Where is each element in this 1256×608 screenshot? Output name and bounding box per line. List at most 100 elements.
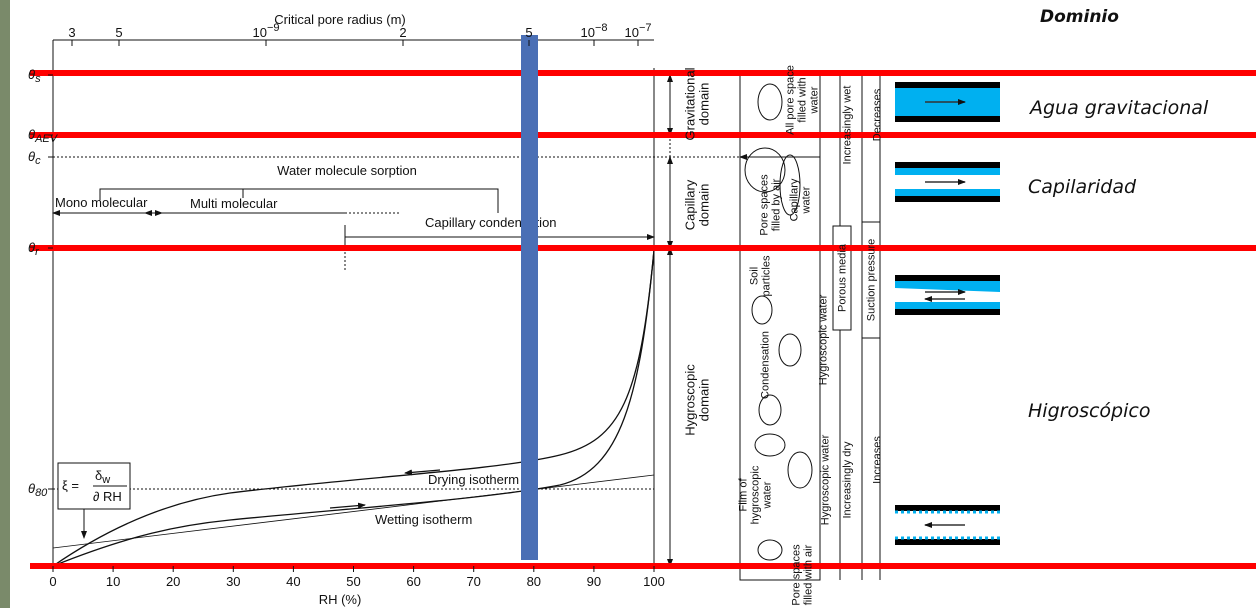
soil-label-line: Decreases [872, 88, 884, 141]
soil-label: Soilparticles [749, 255, 773, 296]
x-tick-label: 0 [49, 574, 56, 589]
drying-label: Drying isotherm [428, 472, 519, 487]
top-tick-label: 5 [525, 25, 532, 40]
wetting-label: Wetting isotherm [375, 512, 472, 527]
formula-denominator: ∂ RH [93, 489, 122, 504]
spanish-label: Capilaridad [1028, 176, 1137, 198]
domain-label-line: Hygroscopic [682, 364, 697, 436]
background-photo-edge [0, 0, 10, 608]
domain-label: Hygroscopicdomain [682, 364, 711, 436]
soil-label-line: Pore spaces [791, 544, 803, 606]
pipe-icons [895, 82, 1000, 545]
tick-base: 5 [115, 25, 122, 40]
soil-label-line: Hygroscopic water [820, 434, 832, 525]
soil-label-line: hygroscopic [750, 465, 762, 524]
tick-base: 10 [624, 25, 638, 40]
x-tick-label: 40 [286, 574, 300, 589]
soil-label-line: filled by air [771, 178, 783, 231]
y-label-base: θ [28, 127, 35, 142]
soil-label-line: Pore spaces [759, 174, 771, 236]
num: δ [95, 468, 102, 483]
soil-label: Porous media [837, 243, 849, 312]
soil-label-line: Film of [738, 478, 750, 512]
x-tick-label: 60 [406, 574, 420, 589]
soil-label: Increases [872, 436, 884, 484]
soil-label-line: Soil [749, 267, 761, 285]
tick-base: 10 [252, 25, 266, 40]
x-tick-label: 70 [466, 574, 480, 589]
num-sub: w [101, 474, 110, 486]
tick-base: 10 [580, 25, 594, 40]
y-label-sub: s [35, 73, 41, 85]
x-tick-label: 30 [226, 574, 240, 589]
y-label-base: θ [28, 240, 35, 255]
red-lines [30, 70, 1256, 569]
y-label-base: θ [28, 481, 35, 496]
soil-label-line: water [801, 186, 813, 214]
tick-base: 5 [525, 25, 532, 40]
formula-lhs: ξ = [62, 478, 79, 493]
soil-label-line: Increasingly dry [842, 441, 854, 519]
blue-bar [521, 35, 538, 560]
x-tick-label: 90 [587, 574, 601, 589]
x-tick-label: 50 [346, 574, 360, 589]
soil-label-line: Increasingly wet [842, 86, 854, 165]
soil-label-line: filled with [797, 77, 809, 122]
soil-label: Hygroscopic water [818, 294, 830, 385]
y-label: θr [28, 240, 40, 258]
mono-label: Mono molecular [55, 195, 148, 210]
soil-label: Suction pressure [866, 239, 878, 322]
top-tick-label: 5 [115, 25, 122, 40]
soil-label-line: water [809, 86, 821, 114]
spanish-label: Higroscópico [1028, 400, 1150, 422]
soil-label-line: Hygroscopic water [818, 294, 830, 385]
y-label: θ80 [28, 481, 48, 499]
domain-label-line: domain [696, 83, 711, 126]
soil-label-line: water [762, 481, 774, 509]
guides [53, 157, 740, 489]
slide: Dominio Critical pore radius (m) RH (%) … [0, 0, 1256, 608]
tick-base: 2 [399, 25, 406, 40]
dominio-title: Dominio [1040, 7, 1119, 27]
top-tick-label: 10−7 [624, 22, 651, 40]
domain-label-line: domain [696, 184, 711, 227]
tick-exp: −9 [267, 22, 280, 34]
multi-label: Multi molecular [190, 196, 278, 211]
spanish-label: Agua gravitacional [1028, 97, 1209, 119]
top-tick-label: 2 [399, 25, 406, 40]
top-tick-label: 3 [68, 25, 75, 40]
y-label: θAEV [28, 127, 59, 145]
soil-label: Decreases [872, 88, 884, 141]
soil-label-line: Capillary [789, 178, 801, 221]
top-tick-label: 10−8 [580, 22, 607, 40]
x-tick-label: 10 [106, 574, 120, 589]
tick-base: 3 [68, 25, 75, 40]
y-label-base: θ [28, 67, 35, 82]
soil-label: Increasingly wet [842, 86, 854, 165]
domain-label-line: Capillary [682, 179, 697, 230]
soil-label-line: filled with air [803, 544, 815, 605]
soil-label-line: particles [761, 255, 773, 296]
soil-label-line: Suction pressure [866, 239, 878, 322]
y-label: θc [28, 149, 41, 167]
y-label-sub: AEV [34, 133, 59, 145]
sorption-label: Water molecule sorption [277, 163, 417, 178]
soil-label: Condensation [760, 331, 772, 399]
soil-label: Increasingly dry [842, 441, 854, 519]
y-label: θs [28, 67, 41, 85]
domain-label-line: domain [696, 379, 711, 422]
top-axis-title: Critical pore radius (m) [274, 12, 405, 27]
y-label-sub: 80 [35, 487, 48, 499]
soil-label: Hygroscopic water [820, 434, 832, 525]
soil-label-line: Increases [872, 436, 884, 484]
y-label-base: θ [28, 149, 35, 164]
x-tick-label: 20 [166, 574, 180, 589]
tick-exp: −8 [595, 22, 608, 34]
tick-exp: −7 [639, 22, 652, 34]
